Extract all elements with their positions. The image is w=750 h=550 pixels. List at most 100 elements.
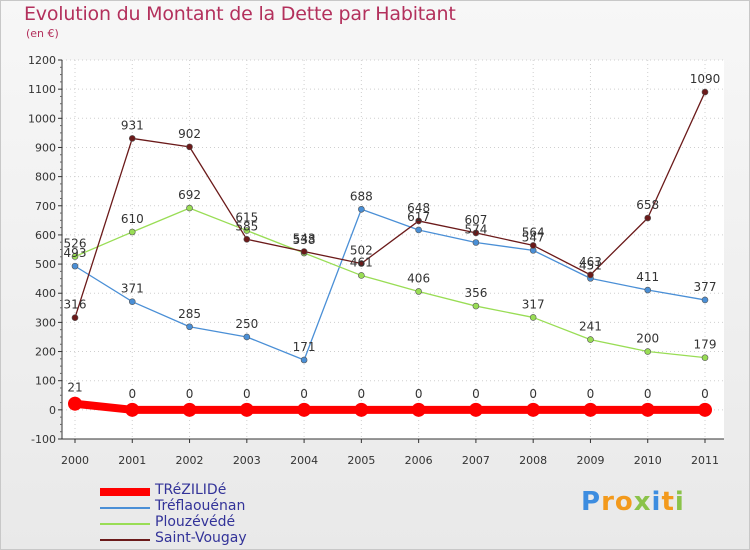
data-label: 356 bbox=[464, 286, 487, 300]
series-line bbox=[74, 207, 706, 359]
data-point bbox=[243, 333, 251, 341]
data-label: 615 bbox=[235, 211, 258, 225]
data-point bbox=[358, 260, 365, 267]
data-point bbox=[128, 135, 136, 142]
data-label: 250 bbox=[235, 317, 258, 331]
data-label: 688 bbox=[350, 189, 373, 203]
data-point bbox=[701, 88, 709, 96]
y-tick-label: 900 bbox=[35, 141, 56, 154]
data-label: 0 bbox=[415, 387, 423, 401]
data-point bbox=[529, 242, 537, 249]
logo-letter: o bbox=[614, 487, 634, 517]
data-point bbox=[300, 248, 308, 255]
data-label: 692 bbox=[178, 188, 201, 202]
data-point bbox=[125, 402, 140, 417]
data-point bbox=[354, 402, 369, 417]
data-label: 538 bbox=[293, 233, 316, 247]
data-point bbox=[644, 348, 652, 355]
legend-label: Tréflaouénan bbox=[155, 498, 246, 514]
data-label: 0 bbox=[128, 387, 136, 401]
data-label: 931 bbox=[121, 118, 144, 132]
series bbox=[68, 88, 712, 417]
x-tick-label: 2000 bbox=[61, 454, 89, 467]
data-label: 0 bbox=[358, 387, 366, 401]
data-point bbox=[415, 217, 422, 225]
data-label: 0 bbox=[472, 387, 480, 401]
data-point bbox=[68, 396, 82, 411]
data-label: 317 bbox=[522, 297, 545, 311]
data-point bbox=[297, 402, 312, 417]
data-label: 658 bbox=[636, 198, 659, 212]
data-label: 610 bbox=[121, 212, 144, 226]
data-point bbox=[358, 272, 365, 279]
data-label: 543 bbox=[293, 232, 316, 246]
y-tick-label: 1200 bbox=[28, 54, 56, 67]
logo-letter: i bbox=[674, 487, 685, 517]
data-point bbox=[128, 228, 136, 236]
legend-swatch bbox=[100, 539, 150, 541]
y-tick-label: 100 bbox=[35, 375, 56, 388]
data-label: 0 bbox=[529, 387, 537, 401]
data-label: 526 bbox=[64, 236, 87, 250]
data-point bbox=[71, 253, 79, 260]
data-label: 1090 bbox=[690, 72, 721, 86]
data-label: 0 bbox=[300, 387, 308, 401]
series-line bbox=[74, 91, 706, 318]
data-label: 564 bbox=[522, 225, 545, 239]
data-label: 179 bbox=[694, 338, 717, 352]
data-point bbox=[182, 402, 197, 417]
data-point bbox=[239, 402, 254, 417]
data-label: 0 bbox=[186, 387, 194, 401]
x-tick-label: 2003 bbox=[233, 454, 261, 467]
data-point bbox=[698, 402, 712, 417]
data-label: 316 bbox=[64, 298, 87, 312]
data-point bbox=[529, 314, 537, 321]
legend-label: Plouzévédé bbox=[155, 514, 236, 530]
data-point bbox=[472, 239, 480, 246]
plot-background bbox=[62, 60, 724, 439]
x-tick-label: 2010 bbox=[634, 454, 662, 467]
axes: -100010020030040050060070080090010001100… bbox=[28, 54, 724, 467]
data-label: 607 bbox=[464, 213, 487, 227]
data-point bbox=[71, 262, 79, 270]
legend-swatch bbox=[100, 507, 150, 509]
data-labels: 493 371 285 250 171 688 617 574 547 451 411 377 526 6… bbox=[64, 72, 721, 401]
data-label: 451 bbox=[579, 258, 602, 272]
data-point bbox=[583, 402, 598, 417]
legend-swatch bbox=[100, 523, 150, 525]
data-label: 285 bbox=[178, 307, 201, 321]
data-label: 411 bbox=[636, 270, 659, 284]
y-tick-label: 500 bbox=[35, 258, 56, 271]
data-point bbox=[644, 214, 652, 222]
legend-swatch bbox=[100, 488, 150, 496]
y-tick-label: 200 bbox=[35, 346, 56, 359]
data-label: 0 bbox=[587, 387, 595, 401]
y-tick-label: 800 bbox=[35, 171, 56, 184]
data-point bbox=[472, 229, 480, 237]
x-tick-label: 2001 bbox=[118, 454, 146, 467]
data-point bbox=[243, 235, 251, 243]
data-point bbox=[71, 314, 79, 322]
x-tick-label: 2007 bbox=[462, 454, 490, 467]
data-label: 574 bbox=[464, 223, 487, 237]
data-label: 0 bbox=[644, 387, 652, 401]
x-tick-label: 2008 bbox=[519, 454, 547, 467]
y-tick-label: 700 bbox=[35, 200, 56, 213]
data-point bbox=[701, 354, 709, 361]
chart-title: Evolution du Montant de la Dette par Hab… bbox=[24, 3, 456, 25]
y-tick-label: 600 bbox=[35, 229, 56, 242]
x-tick-label: 2004 bbox=[290, 454, 318, 467]
y-tick-label: 0 bbox=[49, 404, 56, 417]
y-tick-label: 300 bbox=[35, 316, 56, 329]
y-tick-label: 1000 bbox=[28, 112, 56, 125]
legend-label: TRéZILIDé bbox=[155, 482, 227, 498]
data-label: 461 bbox=[350, 255, 373, 269]
data-label: 171 bbox=[293, 340, 316, 354]
data-point bbox=[186, 143, 193, 151]
grid bbox=[62, 59, 724, 440]
legend-label: Saint-Vougay bbox=[155, 530, 247, 546]
data-point bbox=[701, 296, 709, 304]
data-label: 0 bbox=[701, 387, 709, 401]
data-point bbox=[358, 205, 365, 213]
